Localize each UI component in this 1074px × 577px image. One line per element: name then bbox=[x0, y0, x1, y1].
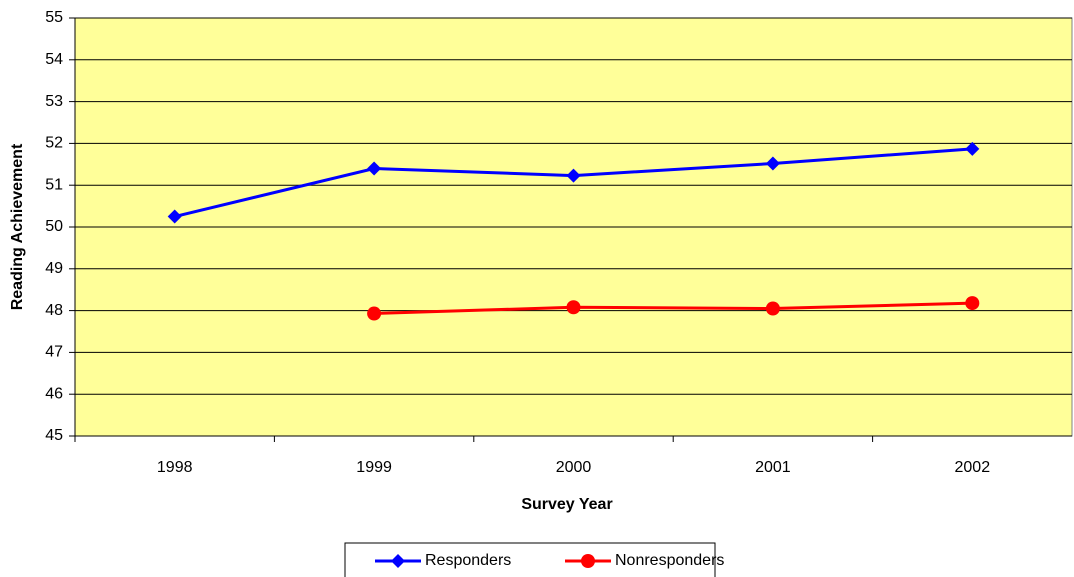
data-point bbox=[167, 209, 182, 224]
legend-label: Responders bbox=[425, 552, 511, 569]
data-point bbox=[367, 161, 382, 176]
y-tick-label: 45 bbox=[45, 427, 63, 444]
y-tick-label: 48 bbox=[45, 302, 63, 319]
legend-marker bbox=[391, 554, 405, 568]
data-point bbox=[367, 306, 382, 321]
y-tick-label: 47 bbox=[45, 344, 63, 361]
y-tick-label: 52 bbox=[45, 135, 63, 152]
y-tick-label: 49 bbox=[45, 260, 63, 277]
x-tick-label: 2001 bbox=[755, 459, 791, 476]
legend-box bbox=[344, 542, 716, 577]
series-line bbox=[374, 301, 973, 316]
data-point bbox=[765, 301, 780, 316]
legend-marker bbox=[581, 554, 595, 568]
y-tick-label: 51 bbox=[45, 176, 63, 193]
y-tick-label: 50 bbox=[45, 218, 63, 235]
data-point bbox=[765, 156, 780, 171]
x-tick-label: 1998 bbox=[157, 459, 193, 476]
data-point bbox=[965, 141, 980, 156]
y-tick-label: 53 bbox=[45, 93, 63, 110]
x-tick-label: 2002 bbox=[955, 459, 991, 476]
data-point bbox=[566, 168, 581, 183]
data-point bbox=[965, 296, 980, 311]
y-axis-title: Reading Achievement bbox=[9, 143, 26, 310]
x-tick-label: 1999 bbox=[356, 459, 392, 476]
legend-label: Nonresponders bbox=[615, 552, 724, 569]
legend: Responders Nonresponders bbox=[344, 542, 724, 577]
x-axis-title: Survey Year bbox=[521, 496, 612, 513]
y-tick-label: 46 bbox=[45, 385, 63, 402]
x-tick-label: 2000 bbox=[556, 459, 592, 476]
y-tick-label: 55 bbox=[45, 9, 63, 26]
data-point bbox=[566, 300, 581, 315]
y-tick-label: 54 bbox=[45, 51, 63, 68]
